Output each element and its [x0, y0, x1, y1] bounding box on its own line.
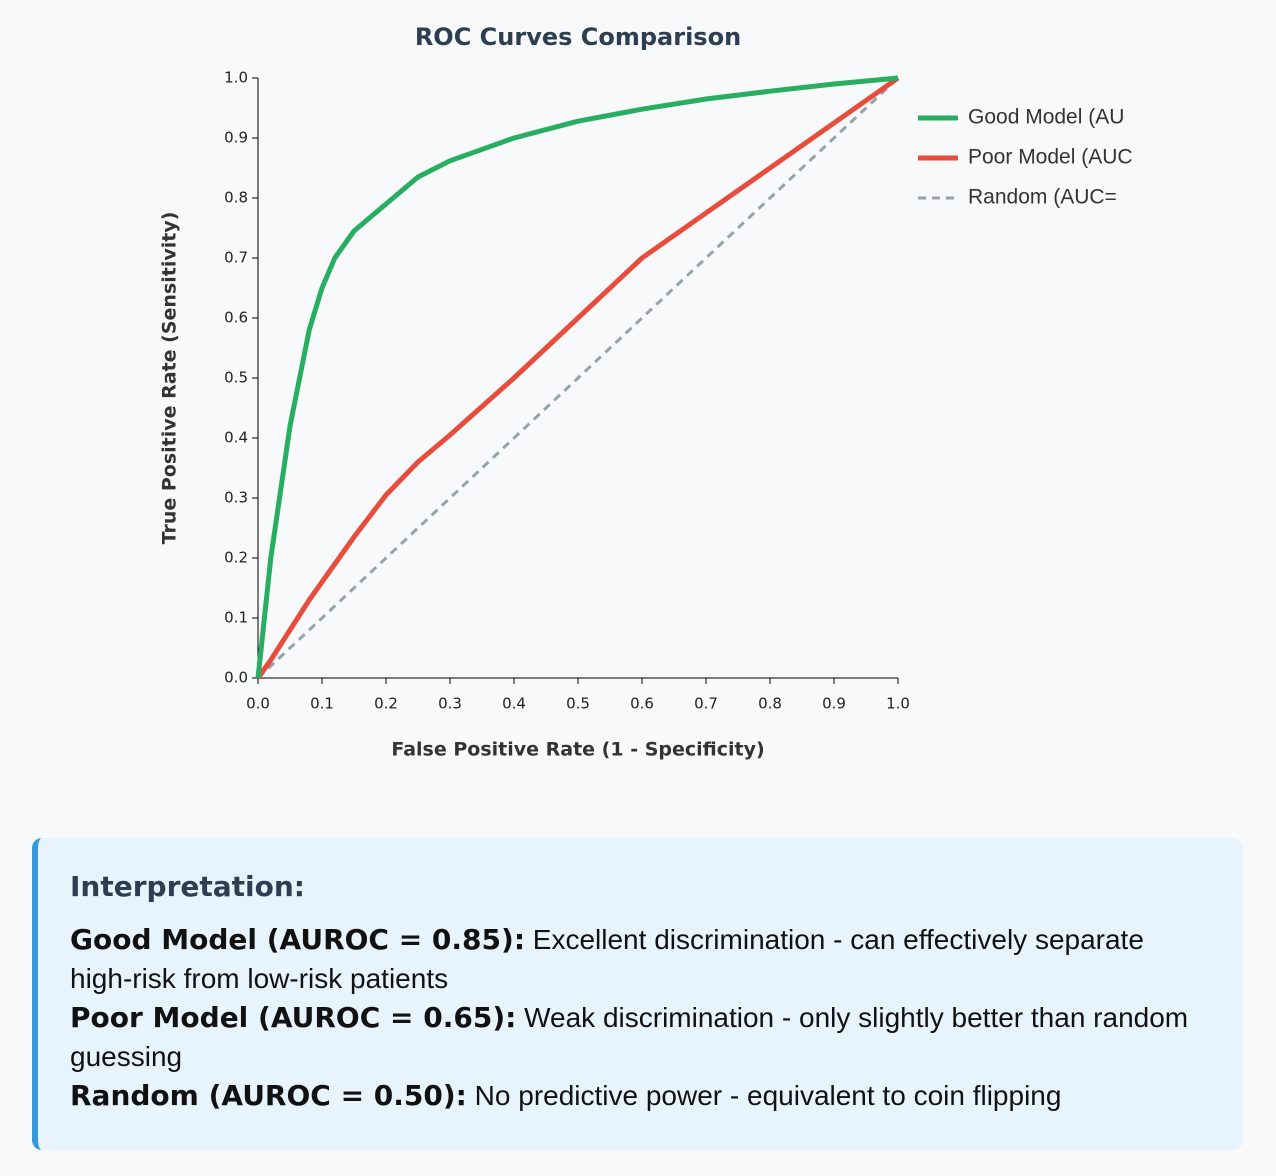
y-tick-label: 0.8	[224, 189, 248, 207]
series-line	[255, 75, 899, 679]
y-tick-label: 0.7	[224, 249, 248, 267]
legend-label: Poor Model (AUC	[968, 146, 1133, 169]
interpretation-item: Random (AUROC = 0.50): No predictive pow…	[70, 1076, 1243, 1115]
chart-title: ROC Curves Comparison	[415, 23, 741, 51]
item-text: No predictive power - equivalent to coin…	[474, 1080, 1062, 1111]
x-tick-label: 0.7	[694, 695, 718, 713]
y-tick-label: 1.0	[224, 69, 248, 87]
x-tick-label: 0.0	[246, 695, 270, 713]
item-label: Good Model (AUROC = 0.85):	[70, 923, 526, 956]
x-tick-label: 0.9	[822, 695, 846, 713]
item-label: Random (AUROC = 0.50):	[70, 1079, 467, 1112]
x-tick-label: 1.0	[886, 695, 910, 713]
item-text: Weak discrimination - only slightly bett…	[70, 1002, 1189, 1072]
y-tick-label: 0.6	[224, 309, 248, 327]
series-line	[255, 75, 900, 680]
x-tick-label: 0.3	[438, 695, 462, 713]
x-axis-label: False Positive Rate (1 - Specificity)	[391, 739, 764, 761]
interpretation-box: Interpretation: Good Model (AUROC = 0.85…	[32, 838, 1243, 1150]
item-label: Poor Model (AUROC = 0.65):	[70, 1001, 517, 1034]
interpretation-item: Good Model (AUROC = 0.85): Excellent dis…	[70, 920, 1243, 998]
x-tick-label: 0.5	[566, 695, 590, 713]
legend-label: Random (AUC=	[968, 186, 1117, 209]
legend: Good Model (AU Poor Model (AUC Random (AUC…	[918, 106, 1133, 209]
x-tick-label: 0.8	[758, 695, 782, 713]
y-tick-label: 0.0	[224, 669, 248, 687]
y-tick-label: 0.5	[224, 369, 248, 387]
x-tick-label: 0.1	[310, 695, 334, 713]
y-tick-label: 0.4	[224, 429, 248, 447]
y-axis-label: True Positive Rate (Sensitivity)	[159, 212, 181, 545]
y-tick-label: 0.1	[224, 609, 248, 627]
series-line	[256, 76, 900, 680]
interpretation-item: Poor Model (AUROC = 0.65): Weak discrimi…	[70, 998, 1243, 1076]
x-tick-label: 0.2	[374, 695, 398, 713]
legend-label: Good Model (AU	[968, 106, 1124, 129]
x-tick-label: 0.6	[630, 695, 654, 713]
interpretation-title: Interpretation:	[70, 870, 306, 903]
y-tick-label: 0.2	[224, 549, 248, 567]
interpretation-list: Good Model (AUROC = 0.85): Excellent dis…	[70, 920, 1243, 1115]
item-text: Excellent discrimination - can effective…	[70, 924, 1144, 994]
y-tick-label: 0.3	[224, 489, 248, 507]
x-tick-label: 0.4	[502, 695, 526, 713]
y-tick-label: 0.9	[224, 129, 248, 147]
chart: ROC Curves Comparison False Positive Rat…	[159, 23, 1133, 761]
